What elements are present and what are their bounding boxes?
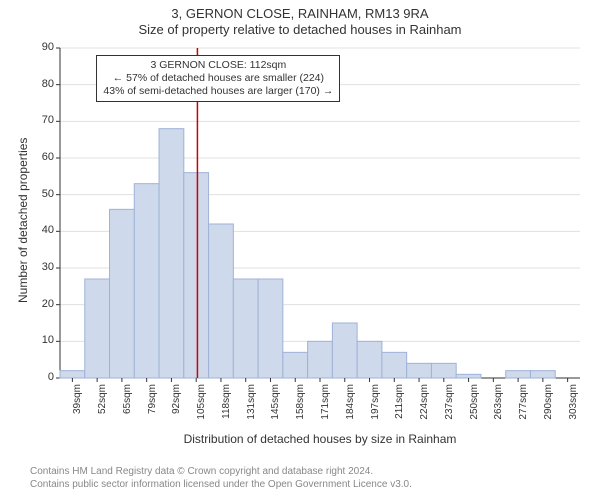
y-tick-label: 70: [26, 114, 54, 126]
subtitle: Size of property relative to detached ho…: [0, 22, 600, 38]
histogram-bar: [283, 352, 308, 378]
y-tick-label: 50: [26, 188, 54, 200]
attribution: Contains HM Land Registry data © Crown c…: [30, 466, 412, 491]
x-tick-label: 105sqm: [196, 384, 207, 434]
histogram-bar: [431, 363, 456, 378]
x-tick-label: 65sqm: [122, 384, 133, 434]
histogram-bar: [258, 279, 283, 378]
histogram-bar: [60, 371, 85, 378]
x-tick-label: 224sqm: [419, 384, 430, 434]
x-tick-label: 250sqm: [469, 384, 480, 434]
histogram-bar: [233, 279, 258, 378]
x-tick-label: 52sqm: [97, 384, 108, 434]
histogram-bar: [407, 363, 432, 378]
histogram-bar: [357, 341, 382, 378]
histogram-bar: [134, 184, 159, 378]
x-tick-label: 145sqm: [270, 384, 281, 434]
histogram-bar: [382, 352, 407, 378]
y-tick-label: 40: [26, 224, 54, 236]
x-tick-label: 197sqm: [370, 384, 381, 434]
annotation-line: 43% of semi-detached houses are larger (…: [103, 85, 333, 98]
x-tick-label: 158sqm: [295, 384, 306, 434]
histogram-bar: [506, 371, 531, 378]
y-tick-label: 0: [26, 371, 54, 383]
x-tick-label: 263sqm: [493, 384, 504, 434]
attribution-line: Contains public sector information licen…: [30, 479, 412, 492]
x-tick-label: 118sqm: [221, 384, 232, 434]
x-tick-label: 171sqm: [320, 384, 331, 434]
x-tick-label: 237sqm: [444, 384, 455, 434]
x-tick-label: 303sqm: [568, 384, 579, 434]
header: 3, GERNON CLOSE, RAINHAM, RM13 9RA Size …: [0, 0, 600, 37]
annotation-line: 3 GERNON CLOSE: 112sqm: [103, 59, 333, 72]
y-tick-label: 60: [26, 151, 54, 163]
histogram-bar: [159, 129, 184, 378]
y-tick-label: 80: [26, 78, 54, 90]
histogram-bar: [184, 173, 209, 378]
histogram-bar: [209, 224, 234, 378]
x-axis-label: Distribution of detached houses by size …: [60, 432, 580, 446]
attribution-line: Contains HM Land Registry data © Crown c…: [30, 466, 412, 479]
x-tick-label: 290sqm: [543, 384, 554, 434]
annotation-line: ← 57% of detached houses are smaller (22…: [103, 72, 333, 85]
x-tick-label: 39sqm: [72, 384, 83, 434]
histogram-bar: [110, 209, 135, 378]
annotation-box: 3 GERNON CLOSE: 112sqm ← 57% of detached…: [96, 55, 340, 102]
histogram-bar: [456, 374, 481, 378]
x-tick-label: 79sqm: [147, 384, 158, 434]
x-tick-label: 211sqm: [394, 384, 405, 434]
address-line: 3, GERNON CLOSE, RAINHAM, RM13 9RA: [0, 6, 600, 22]
histogram-bar: [530, 371, 555, 378]
x-tick-label: 92sqm: [171, 384, 182, 434]
histogram-bar: [332, 323, 357, 378]
histogram-bar: [308, 341, 333, 378]
y-tick-label: 90: [26, 41, 54, 53]
y-tick-label: 20: [26, 298, 54, 310]
x-tick-label: 131sqm: [246, 384, 257, 434]
x-tick-label: 184sqm: [345, 384, 356, 434]
x-tick-label: 277sqm: [518, 384, 529, 434]
figure: 3, GERNON CLOSE, RAINHAM, RM13 9RA Size …: [0, 0, 600, 500]
y-tick-label: 30: [26, 261, 54, 273]
y-tick-label: 10: [26, 334, 54, 346]
histogram-bar: [85, 279, 110, 378]
